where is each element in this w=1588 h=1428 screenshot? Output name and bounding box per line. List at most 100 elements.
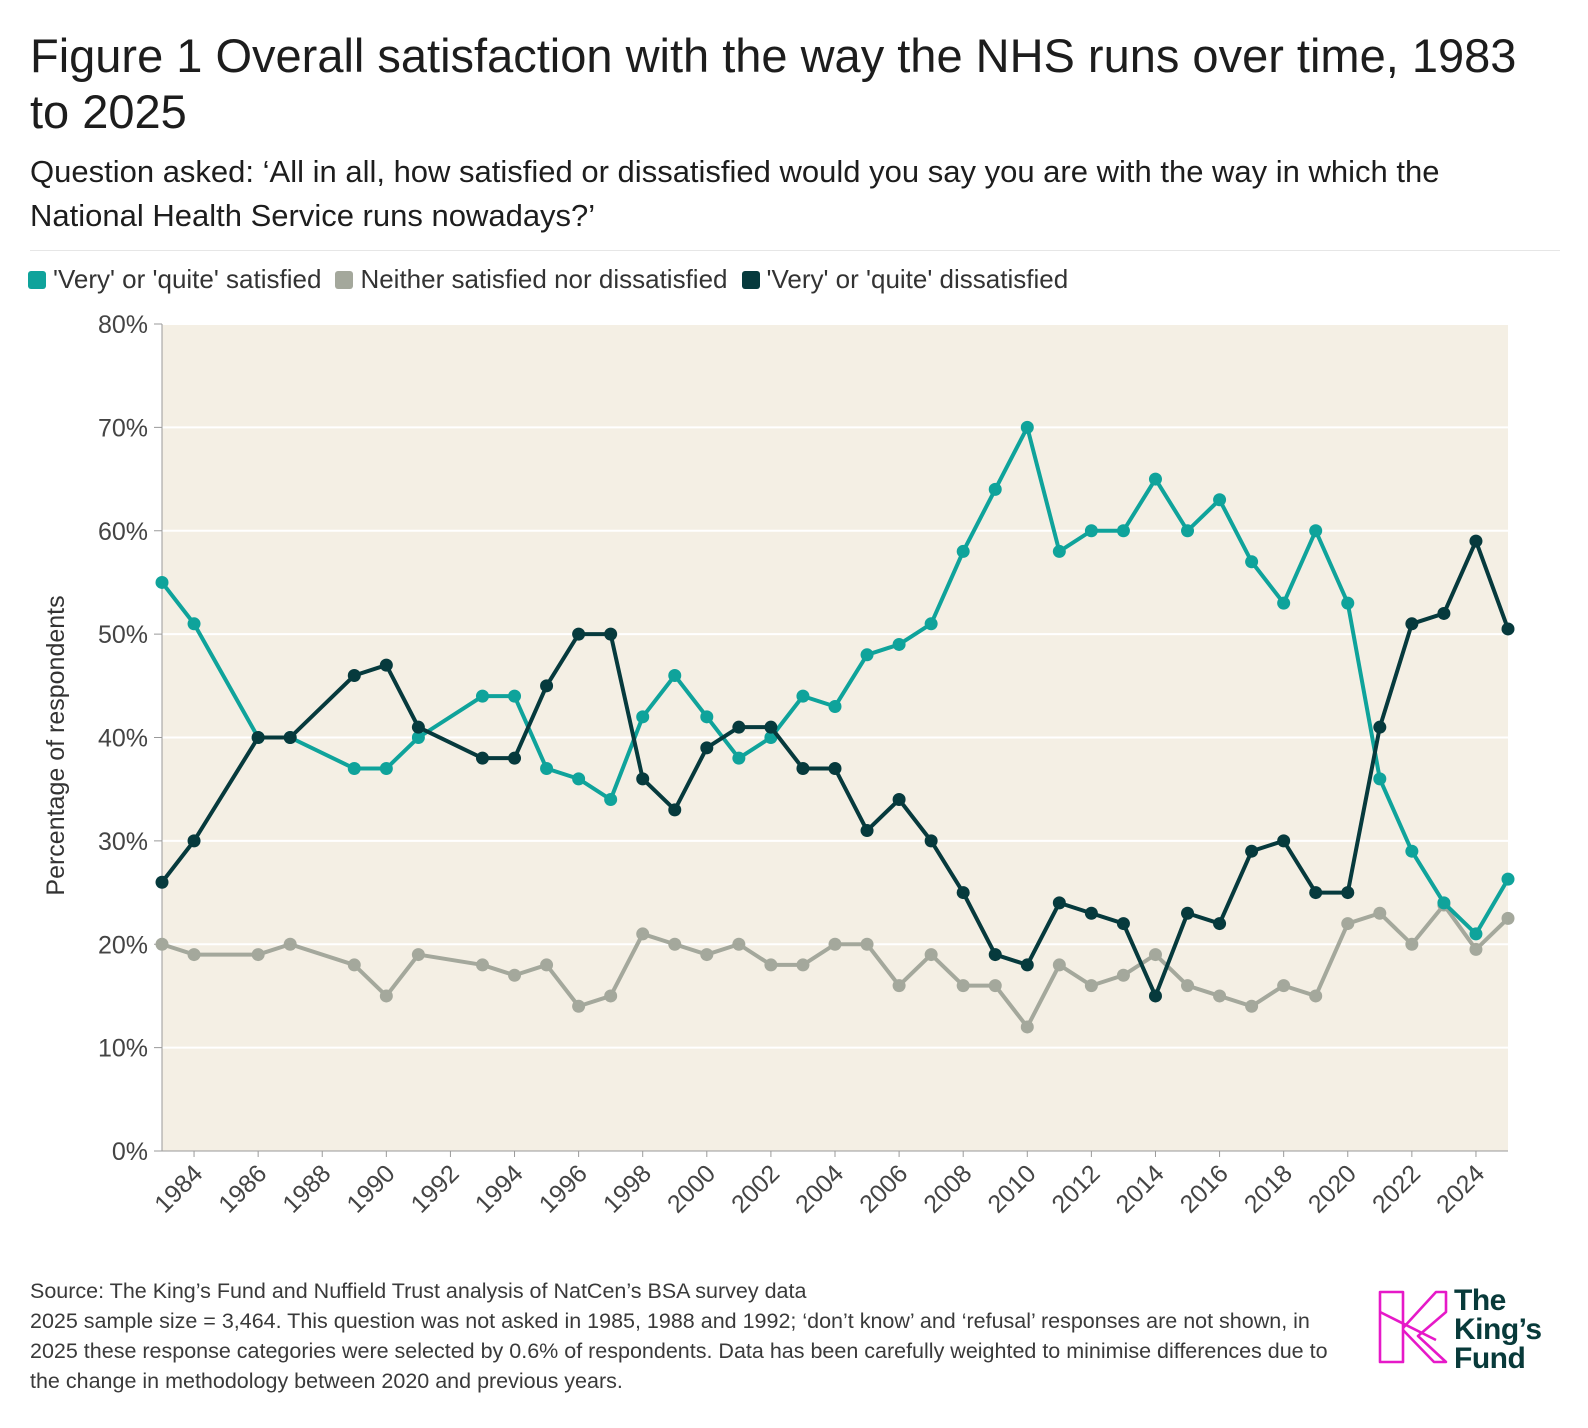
data-point-neither: [411, 948, 425, 962]
data-point-neither: [796, 958, 810, 972]
data-point-dissatisfied: [956, 886, 970, 900]
data-point-neither: [764, 958, 778, 972]
data-point-dissatisfied: [860, 824, 874, 838]
data-point-dissatisfied: [1373, 720, 1387, 734]
data-point-neither: [636, 927, 650, 941]
data-point-dissatisfied: [155, 875, 169, 889]
data-point-satisfied: [1020, 420, 1034, 434]
data-point-satisfied: [1373, 772, 1387, 786]
data-point-neither: [668, 937, 682, 951]
data-point-dissatisfied: [1469, 534, 1483, 548]
x-tick-label: 1998: [598, 1159, 657, 1218]
data-point-dissatisfied: [1309, 886, 1323, 900]
x-tick-label: 2016: [1175, 1159, 1234, 1218]
data-point-neither: [283, 937, 297, 951]
data-point-dissatisfied: [1437, 606, 1451, 620]
data-point-neither: [251, 948, 265, 962]
data-point-neither: [1084, 979, 1098, 993]
data-point-dissatisfied: [892, 793, 906, 807]
series-line-neither: [160, 902, 1510, 1029]
data-point-neither: [1501, 911, 1515, 925]
data-point-dissatisfied: [540, 679, 554, 693]
x-tick-label: 1984: [149, 1159, 208, 1218]
data-point-neither: [1052, 958, 1066, 972]
header-divider: [30, 250, 1560, 251]
x-tick-label: 2008: [918, 1159, 977, 1218]
legend-label-neither: Neither satisfied nor dissatisfied: [360, 264, 728, 294]
data-point-satisfied: [828, 699, 842, 713]
y-tick-label: 10%: [98, 1035, 148, 1063]
data-point-satisfied: [1405, 844, 1419, 858]
data-point-dissatisfied: [636, 772, 650, 786]
data-point-dissatisfied: [732, 720, 746, 734]
x-tick-label: 2006: [854, 1159, 913, 1218]
data-point-satisfied: [379, 762, 393, 776]
data-point-satisfied: [1148, 472, 1162, 486]
data-point-satisfied: [347, 762, 361, 776]
kings-fund-logo-text: The King’s Fund: [1454, 1284, 1542, 1374]
data-point-neither: [1020, 1020, 1034, 1034]
data-point-dissatisfied: [475, 751, 489, 765]
data-point-neither: [1341, 917, 1355, 931]
data-point-dissatisfied: [764, 720, 778, 734]
data-point-dissatisfied: [668, 803, 682, 817]
data-point-dissatisfied: [508, 751, 522, 765]
data-point-neither: [700, 948, 714, 962]
data-point-satisfied: [1341, 596, 1355, 610]
x-tick-label: 1996: [534, 1159, 593, 1218]
kings-fund-logo-mark-icon: [1378, 1290, 1448, 1364]
data-point-neither: [572, 999, 586, 1013]
x-tick-label: 1990: [341, 1159, 400, 1218]
data-point-satisfied: [475, 689, 489, 703]
data-point-dissatisfied: [251, 731, 265, 744]
legend-swatch-satisfied: [28, 270, 46, 289]
data-point-neither: [860, 937, 874, 951]
data-point-satisfied: [1245, 555, 1259, 569]
x-tick-label: 2010: [982, 1159, 1041, 1218]
data-point-satisfied: [988, 482, 1002, 496]
data-point-dissatisfied: [411, 720, 425, 734]
data-point-neither: [540, 958, 554, 972]
data-point-neither: [956, 979, 970, 993]
data-point-neither: [379, 989, 393, 1003]
data-point-neither: [1116, 968, 1130, 982]
chart-subtitle: Question asked: ‘All in all, how satisfi…: [30, 154, 1440, 233]
data-point-dissatisfied: [1277, 834, 1291, 848]
x-tick-label: 2000: [662, 1159, 721, 1218]
data-point-dissatisfied: [1213, 917, 1227, 931]
data-point-dissatisfied: [283, 731, 297, 744]
logo-line-1: The: [1454, 1284, 1506, 1317]
data-point-satisfied: [924, 617, 938, 631]
data-point-neither: [508, 968, 522, 982]
y-tick-label: 40%: [98, 725, 148, 753]
source-note: Source: The King’s Fund and Nuffield Tru…: [30, 1279, 807, 1303]
data-point-satisfied: [668, 668, 682, 682]
data-point-satisfied: [892, 637, 906, 651]
y-axis-title: Percentage of respondents: [42, 595, 70, 895]
x-tick-label: 1992: [406, 1159, 465, 1218]
data-point-neither: [924, 948, 938, 962]
data-point-neither: [892, 979, 906, 993]
x-tick-label: 1994: [470, 1159, 529, 1218]
data-point-dissatisfied: [1245, 844, 1259, 858]
data-point-dissatisfied: [1148, 989, 1162, 1003]
logo-line-2: King’s: [1454, 1313, 1542, 1346]
legend-swatch-dissatisfied: [741, 270, 760, 289]
y-tick-label: 70%: [98, 414, 148, 442]
data-point-satisfied: [604, 793, 618, 807]
data-point-neither: [1245, 999, 1259, 1013]
legend-item-satisfied: 'Very' or 'quite' satisfied: [28, 264, 321, 295]
legend-item-dissatisfied: 'Very' or 'quite' dissatisfied: [741, 264, 1068, 295]
x-tick-label: 2012: [1046, 1159, 1105, 1218]
data-point-neither: [155, 937, 169, 951]
y-tick-label: 60%: [98, 518, 148, 546]
data-point-satisfied: [540, 762, 554, 776]
x-tick-label: 2014: [1111, 1159, 1170, 1218]
kings-fund-logo: The King’s Fund: [1378, 1286, 1568, 1380]
data-point-satisfied: [636, 710, 650, 724]
data-point-satisfied: [732, 751, 746, 765]
methodology-note: 2025 sample size = 3,464. This question …: [30, 1309, 1328, 1393]
data-point-neither: [1373, 906, 1387, 920]
data-point-dissatisfied: [347, 668, 361, 682]
data-point-satisfied: [860, 648, 874, 662]
